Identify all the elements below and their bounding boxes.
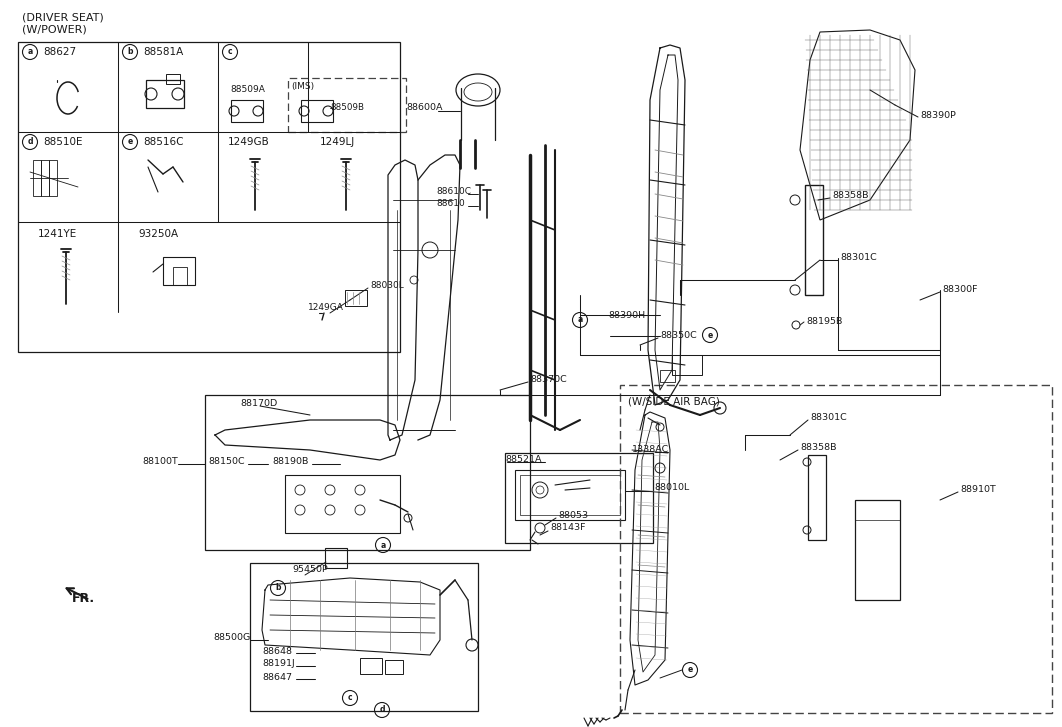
Text: e: e [707,331,713,340]
Text: c: c [347,694,353,702]
Text: 88581A: 88581A [143,47,184,57]
Bar [145,80,184,108]
Text: d: d [379,705,384,715]
Text: e: e [127,137,133,147]
Text: 88170D: 88170D [240,398,277,408]
Bar [301,100,333,122]
Text: 1249GB: 1249GB [228,137,270,147]
Text: a: a [578,316,583,324]
Text: 88627: 88627 [42,47,76,57]
Text: 88100T: 88100T [142,457,177,467]
Text: a: a [380,540,386,550]
Text: 88600A: 88600A [406,103,443,113]
Bar [515,470,626,520]
Text: 88648: 88648 [262,646,292,656]
Text: 88390P: 88390P [920,111,956,119]
Bar [386,660,402,674]
Bar [288,78,406,132]
Bar [660,370,675,382]
Text: 95450P: 95450P [292,566,328,574]
Text: 88509B: 88509B [330,103,364,113]
Text: 88350C: 88350C [660,332,697,340]
Text: 88030L: 88030L [370,281,404,291]
Text: 88301C: 88301C [810,414,846,422]
Bar [250,563,478,711]
Text: 88358B: 88358B [832,190,869,199]
Text: 88509A: 88509A [230,86,264,95]
Bar [205,395,530,550]
Text: 88610: 88610 [436,199,465,209]
Text: 88053: 88053 [558,510,588,520]
Text: 88370C: 88370C [530,376,567,385]
Bar [672,355,702,375]
Text: 88521A: 88521A [506,454,542,464]
Text: 88195B: 88195B [806,318,842,326]
Text: 88301C: 88301C [840,254,877,262]
Bar [506,453,653,543]
Text: (W/POWER): (W/POWER) [22,25,87,35]
Bar [285,475,400,533]
Text: 88300F: 88300F [942,286,977,294]
Bar [360,658,382,674]
Text: 88390H: 88390H [609,310,645,319]
Text: b: b [275,584,280,593]
Text: e: e [687,665,692,675]
Bar [173,267,187,285]
Bar [162,257,195,285]
Text: 1241YE: 1241YE [38,229,78,239]
Bar [18,42,400,352]
Bar [232,100,263,122]
Bar [520,475,620,515]
Text: 1249LJ: 1249LJ [320,137,356,147]
Text: 88516C: 88516C [143,137,184,147]
Text: 88510E: 88510E [42,137,83,147]
Text: a: a [28,47,33,57]
Text: d: d [28,137,33,147]
Text: 93250A: 93250A [138,229,178,239]
Text: 88190B: 88190B [272,457,308,467]
Bar [41,160,49,196]
Bar [855,500,900,600]
Text: FR.: FR. [72,592,96,604]
Text: 88500G: 88500G [213,632,251,641]
Bar [325,548,347,568]
Text: (W/SIDE AIR BAG): (W/SIDE AIR BAG) [628,396,720,406]
Bar [49,160,57,196]
Text: 88010L: 88010L [654,483,689,492]
Text: 88910T: 88910T [960,486,996,494]
Text: 88358B: 88358B [800,443,837,452]
Text: (DRIVER SEAT): (DRIVER SEAT) [22,13,104,23]
Text: (IMS): (IMS) [291,81,314,90]
Text: 88610C: 88610C [436,188,472,196]
Text: 88647: 88647 [262,672,292,681]
Text: 88150C: 88150C [208,457,244,467]
Text: 88143F: 88143F [550,523,585,532]
Text: 88191J: 88191J [262,659,295,669]
Bar [33,160,41,196]
Text: c: c [227,47,233,57]
Bar [166,74,179,84]
Text: b: b [127,47,133,57]
Bar [620,385,1052,713]
Text: 1338AC: 1338AC [632,446,669,454]
Bar [808,455,826,540]
Bar [805,185,823,295]
Bar [345,290,367,306]
Text: 1249GA: 1249GA [308,303,344,313]
